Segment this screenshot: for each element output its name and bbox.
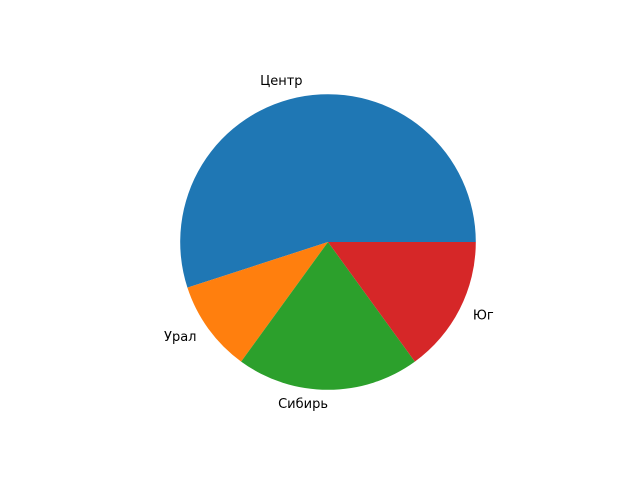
pie-slice-4 bbox=[328, 242, 476, 362]
pie-label-3: Сибирь bbox=[278, 397, 328, 412]
pie-slice-2 bbox=[187, 242, 328, 362]
pie-label-2: Урал bbox=[164, 330, 196, 345]
pie-slice-1 bbox=[180, 94, 476, 288]
pie-slice-3 bbox=[241, 242, 415, 390]
pie-label-1: Центр bbox=[260, 74, 302, 89]
pie-labels: Центр Урал Сибирь Юг bbox=[164, 74, 494, 412]
pie-slices bbox=[180, 94, 476, 390]
pie-label-4: Юг bbox=[473, 308, 494, 323]
